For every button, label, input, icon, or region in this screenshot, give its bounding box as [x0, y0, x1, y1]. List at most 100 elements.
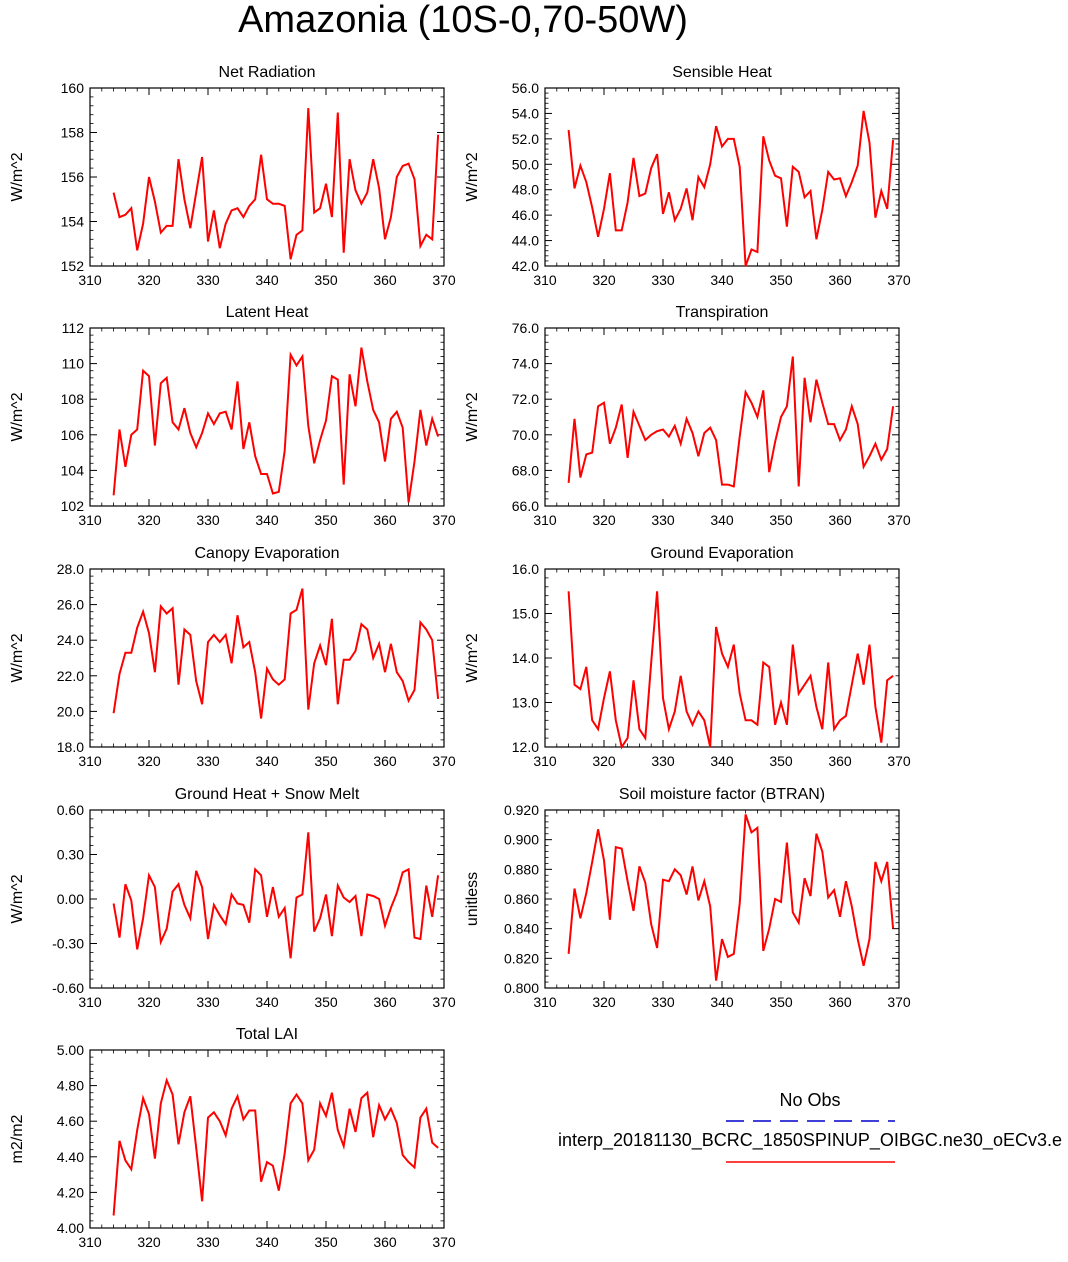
x-tick-label: 330	[651, 994, 675, 1010]
y-tick-label: 74.0	[512, 356, 539, 372]
y-tick-label: 56.0	[512, 80, 539, 96]
x-tick-label: 330	[196, 994, 220, 1010]
series-line	[112, 832, 440, 959]
y-tick-label: 70.0	[512, 427, 539, 443]
y-tick-label: 4.40	[57, 1149, 84, 1165]
x-tick-label: 320	[592, 272, 616, 288]
x-tick-label: 320	[137, 512, 161, 528]
x-tick-label: 310	[533, 272, 557, 288]
x-tick-label: 360	[373, 994, 397, 1010]
chart-panel-2: 310 320 330 340 350 360 370 102 104 106 108 110 112 L…	[9, 304, 456, 528]
x-tick-label: 350	[314, 753, 338, 769]
y-tick-label: 5.00	[57, 1042, 84, 1058]
x-tick-label: 330	[196, 512, 220, 528]
x-tick-label: 370	[887, 512, 911, 528]
x-tick-label: 360	[373, 753, 397, 769]
y-tick-label: -0.30	[52, 936, 84, 952]
y-tick-label: 156	[61, 169, 85, 185]
series-line	[112, 347, 440, 503]
x-tick-label: 370	[887, 272, 911, 288]
y-tick-label: 0.840	[504, 921, 539, 937]
y-axis-label: W/m^2	[464, 392, 481, 441]
y-tick-label: 26.0	[57, 597, 84, 613]
y-axis-label: unitless	[464, 872, 481, 926]
x-tick-label: 340	[255, 1234, 279, 1250]
chart-panel-0: 310 320 330 340 350 360 370 152 154 156 158 160 Net …	[9, 64, 456, 288]
figure-title: Amazonia (10S-0,70-50W)	[238, 0, 688, 41]
chart-panel-5: 310 320 330 340 350 360 370 12.0 13.0 14.0 15.0 16.…	[464, 545, 911, 769]
y-tick-label: 152	[61, 258, 85, 274]
y-tick-label: -0.60	[52, 980, 84, 996]
panel-title: Total LAI	[236, 1026, 298, 1043]
x-tick-label: 310	[78, 994, 102, 1010]
y-tick-label: 4.80	[57, 1078, 84, 1094]
x-tick-label: 350	[769, 994, 793, 1010]
y-tick-label: 68.0	[512, 462, 539, 478]
y-tick-label: 76.0	[512, 320, 539, 336]
x-tick-label: 320	[137, 272, 161, 288]
panel-title: Soil moisture factor (BTRAN)	[619, 786, 825, 803]
y-tick-label: 106	[61, 427, 85, 443]
panel-title: Ground Heat + Snow Melt	[175, 786, 360, 803]
x-tick-label: 340	[710, 994, 734, 1010]
x-tick-label: 330	[651, 512, 675, 528]
y-tick-label: 22.0	[57, 668, 84, 684]
y-tick-label: 72.0	[512, 391, 539, 407]
y-tick-label: 15.0	[512, 606, 539, 622]
y-axis-label: W/m^2	[9, 152, 26, 201]
y-tick-label: 14.0	[512, 650, 539, 666]
x-tick-label: 360	[828, 512, 852, 528]
series-line	[567, 110, 895, 267]
x-tick-label: 330	[196, 272, 220, 288]
y-tick-label: 0.860	[504, 891, 539, 907]
x-tick-label: 320	[592, 994, 616, 1010]
y-axis-label: W/m^2	[464, 152, 481, 201]
y-tick-label: 0.900	[504, 832, 539, 848]
x-tick-label: 330	[651, 753, 675, 769]
x-tick-label: 370	[432, 272, 456, 288]
chart-panel-8: 310 320 330 340 350 360 370 4.00 4.20 4.40 4.60 4.8…	[9, 1026, 456, 1250]
x-tick-label: 330	[196, 1234, 220, 1250]
chart-panel-7: 310 320 330 340 350 360 370 0.800 0.820 0.840 0.86…	[464, 786, 911, 1010]
y-tick-label: 48.0	[512, 182, 539, 198]
x-tick-label: 370	[887, 753, 911, 769]
x-tick-label: 340	[255, 512, 279, 528]
x-tick-label: 340	[710, 272, 734, 288]
y-tick-label: 4.00	[57, 1220, 84, 1236]
chart-panel-1: 310 320 330 340 350 360 370 42.0 44.0 46.0 48.0 50.…	[464, 64, 911, 288]
x-tick-label: 310	[533, 994, 557, 1010]
x-tick-label: 370	[432, 753, 456, 769]
x-tick-label: 320	[137, 1234, 161, 1250]
x-tick-label: 320	[137, 994, 161, 1010]
x-tick-label: 350	[314, 272, 338, 288]
series-line	[112, 107, 440, 260]
x-tick-label: 370	[432, 994, 456, 1010]
series-line	[567, 814, 895, 981]
y-tick-label: 0.920	[504, 802, 539, 818]
y-tick-label: 42.0	[512, 258, 539, 274]
x-tick-label: 340	[710, 753, 734, 769]
x-tick-label: 320	[137, 753, 161, 769]
y-tick-label: 28.0	[57, 561, 84, 577]
x-tick-label: 360	[828, 272, 852, 288]
x-tick-label: 360	[828, 994, 852, 1010]
y-tick-label: 44.0	[512, 233, 539, 249]
panel-title: Latent Heat	[226, 304, 309, 321]
y-tick-label: 66.0	[512, 498, 539, 514]
x-tick-label: 310	[533, 512, 557, 528]
y-tick-label: 4.60	[57, 1113, 84, 1129]
x-tick-label: 310	[78, 512, 102, 528]
x-tick-label: 370	[887, 994, 911, 1010]
x-tick-label: 370	[432, 512, 456, 528]
chart-panel-4: 310 320 330 340 350 360 370 18.0 20.0 22.0 24.0 26.…	[9, 545, 456, 769]
x-tick-label: 330	[651, 272, 675, 288]
y-tick-label: 154	[61, 214, 85, 230]
x-tick-label: 370	[432, 1234, 456, 1250]
y-axis-label: W/m^2	[464, 633, 481, 682]
y-tick-label: 24.0	[57, 632, 84, 648]
series-line	[112, 1077, 439, 1216]
y-tick-label: 0.820	[504, 950, 539, 966]
x-tick-label: 310	[78, 272, 102, 288]
y-tick-label: 50.0	[512, 156, 539, 172]
